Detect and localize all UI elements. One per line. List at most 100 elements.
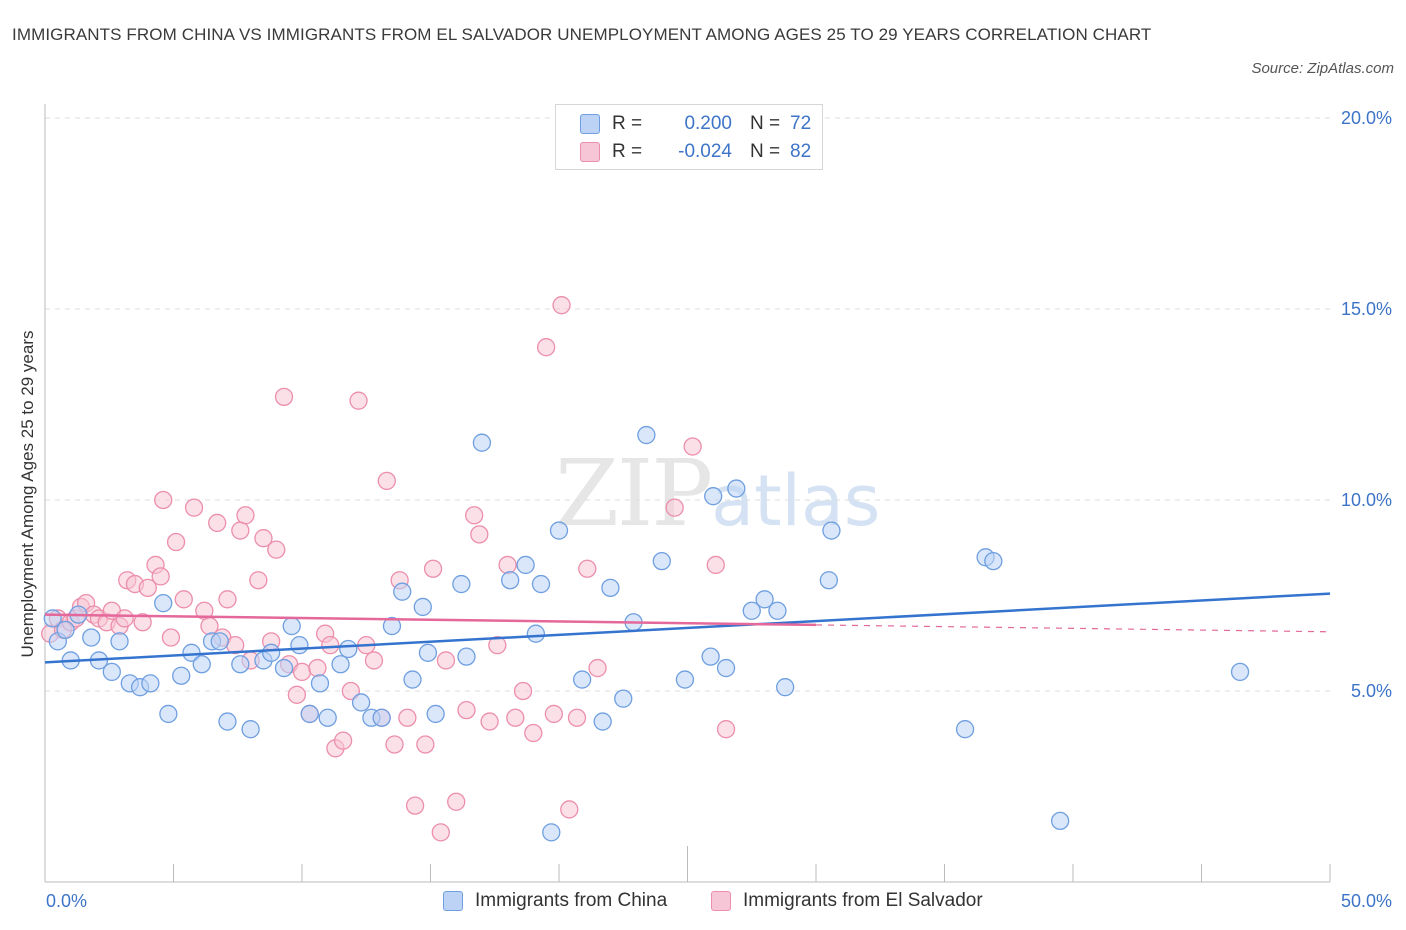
salvador-point [665, 498, 684, 517]
salvador-point [377, 471, 396, 491]
salvador-point [488, 636, 507, 655]
china-point [413, 597, 432, 617]
china-point [531, 574, 551, 594]
salvador-point [184, 498, 204, 517]
salvador-point [308, 658, 327, 678]
china-point [984, 551, 1003, 571]
china-point [331, 655, 350, 674]
china-point [210, 632, 229, 651]
china-point [572, 670, 592, 689]
legend-item-salvador[interactable]: Immigrants from El Salvador [711, 890, 983, 912]
series-legend: Immigrants from China Immigrants from El… [0, 888, 1406, 916]
correlation-legend: R = 0.200 N = 72 R = -0.024 N = 82 [555, 104, 823, 170]
salvador-point [174, 590, 193, 609]
salvador-point [154, 490, 173, 510]
salvador-point [423, 559, 443, 578]
china-point [141, 674, 160, 693]
china-point [593, 712, 612, 731]
china-point [549, 521, 569, 540]
salvador-point [292, 662, 312, 682]
salvador-point [249, 571, 268, 590]
salvador-point [537, 338, 556, 357]
china-point [501, 571, 520, 590]
salvador-point [161, 628, 181, 647]
china-point [716, 658, 736, 678]
legend-label-salvador: Immigrants from El Salvador [743, 890, 983, 911]
china-point [231, 655, 250, 674]
salvador-point [385, 735, 404, 754]
x-tick-label: 0.0% [46, 891, 87, 911]
china-point [822, 521, 841, 540]
china-point [159, 704, 178, 724]
salvador-point [398, 708, 417, 727]
salvador-point [588, 658, 607, 678]
china-point [472, 433, 492, 452]
china-point [637, 425, 656, 445]
china-point [652, 551, 671, 571]
salvador-point [287, 685, 307, 704]
salvador-swatch [711, 891, 731, 911]
n-value: 72 [790, 113, 812, 134]
china-point [262, 643, 281, 662]
salvador-point [349, 391, 368, 410]
salvador-point [506, 708, 525, 727]
china-swatch [580, 114, 600, 134]
salvador-point [405, 796, 425, 815]
china-point [1051, 811, 1070, 831]
china-point [418, 643, 438, 662]
watermark-zip: ZIP [555, 440, 713, 547]
salvador-point [364, 651, 384, 670]
legend-item-china[interactable]: Immigrants from China [443, 890, 667, 912]
china-point [768, 601, 787, 620]
n-value: 82 [790, 141, 812, 162]
salvador-point [254, 529, 273, 548]
china-point [300, 704, 319, 724]
china-point [218, 712, 237, 731]
china-point [516, 555, 535, 575]
salvador-point [465, 506, 484, 525]
salvador-point [208, 513, 227, 533]
x-tick-label: 50.0% [1341, 891, 1392, 911]
china-point [742, 601, 761, 620]
china-point [393, 582, 412, 601]
china-point [310, 674, 330, 693]
china-point [457, 647, 476, 666]
salvador-point [166, 532, 186, 552]
y-tick-label: 15.0% [1341, 299, 1392, 319]
china-point [282, 616, 301, 636]
salvador-trend-extension [815, 624, 1331, 633]
r-value: 0.200 [684, 113, 732, 134]
salvador-point [498, 555, 517, 575]
legend-row-salvador: R = -0.024 N = 82 [580, 139, 811, 165]
r-label: R = [612, 113, 643, 134]
salvador-point [683, 437, 702, 456]
salvador-point [560, 800, 579, 819]
legend-label-china: Immigrants from China [475, 890, 668, 911]
china-point [382, 616, 402, 636]
china-point [102, 662, 121, 682]
salvador-point [578, 559, 597, 578]
china-point [192, 655, 211, 674]
salvador-point [470, 525, 489, 544]
salvador-point [416, 735, 435, 754]
salvador-point [716, 720, 736, 739]
china-point [701, 647, 720, 666]
china-point [955, 720, 975, 739]
china-point [426, 704, 445, 724]
china-point [372, 708, 391, 727]
china-point [601, 578, 620, 598]
salvador-point [133, 613, 152, 632]
china-point [1230, 662, 1250, 682]
china-point [241, 720, 260, 739]
china-point [675, 670, 695, 689]
salvador-point [138, 578, 157, 598]
china-point [526, 624, 546, 643]
china-point [755, 590, 774, 609]
salvador-point [544, 704, 564, 724]
salvador-point [321, 636, 340, 655]
source-note: Source: ZipAtlas.com [1251, 60, 1394, 77]
salvador-point [218, 590, 237, 609]
salvador-point [436, 651, 456, 670]
salvador-point [274, 387, 294, 407]
salvador-point [513, 681, 533, 701]
